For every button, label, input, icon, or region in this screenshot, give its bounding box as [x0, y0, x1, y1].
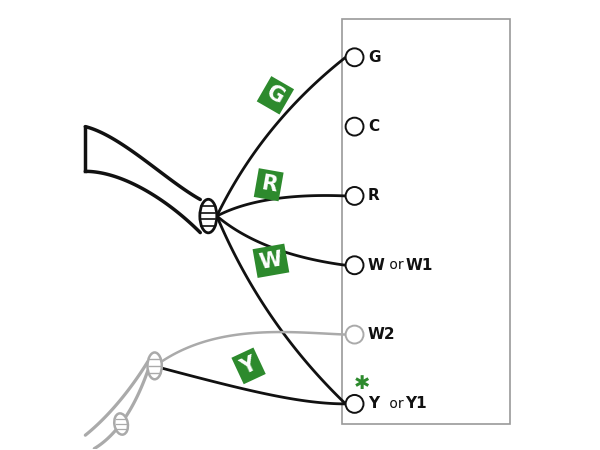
- Text: Y1: Y1: [406, 396, 427, 411]
- Text: or: or: [385, 258, 408, 272]
- Text: Y: Y: [238, 354, 260, 378]
- Circle shape: [346, 117, 364, 135]
- Circle shape: [346, 187, 364, 205]
- Circle shape: [346, 395, 364, 413]
- Circle shape: [346, 256, 364, 274]
- Circle shape: [346, 48, 364, 66]
- Text: C: C: [368, 119, 379, 134]
- Text: R: R: [368, 189, 380, 203]
- Ellipse shape: [148, 352, 162, 379]
- Text: W: W: [258, 249, 284, 273]
- Circle shape: [346, 326, 364, 343]
- Text: ✱: ✱: [353, 374, 370, 393]
- Text: R: R: [259, 174, 278, 196]
- Text: Y: Y: [368, 396, 379, 411]
- Text: G: G: [263, 82, 288, 108]
- FancyBboxPatch shape: [343, 19, 510, 424]
- Text: W2: W2: [368, 327, 395, 342]
- Text: W: W: [368, 258, 385, 273]
- Text: or: or: [385, 397, 408, 411]
- Ellipse shape: [200, 199, 217, 233]
- Text: G: G: [368, 50, 380, 65]
- Ellipse shape: [114, 414, 128, 435]
- Text: W1: W1: [406, 258, 433, 273]
